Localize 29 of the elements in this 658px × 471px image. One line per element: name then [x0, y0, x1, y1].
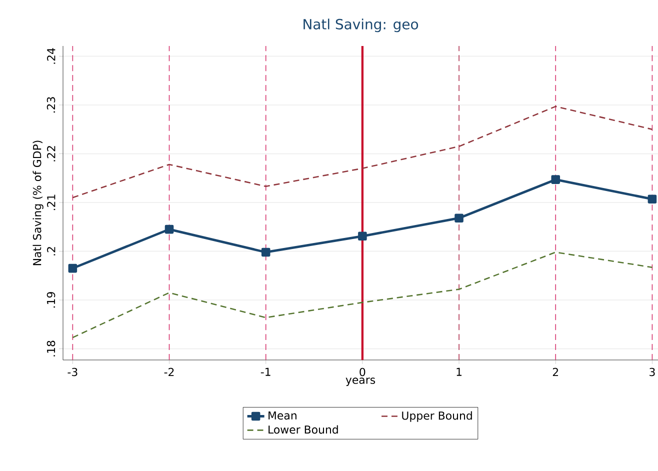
x-tick-label: 0: [360, 368, 366, 376]
y-tick-label: .24: [47, 48, 56, 64]
x-tick-label: 3: [650, 368, 655, 376]
x-tick-label: -2: [164, 368, 174, 376]
x-axis-title: years: [346, 378, 376, 386]
line-series: [72, 252, 653, 338]
legend-label: Lower Bound: [268, 425, 338, 434]
chart-title: Natl Saving: geo: [304, 18, 418, 32]
y-tick-label: .19: [46, 292, 56, 308]
point: [261, 248, 270, 257]
x-tick-label: 1: [456, 368, 462, 376]
y-tick-label: .22: [47, 146, 56, 162]
y-axis-title: Natl Saving (% of GDP): [32, 140, 44, 266]
y-tick-label: .18: [46, 340, 56, 356]
x-tick-label: 2: [552, 368, 558, 376]
point: [648, 194, 657, 204]
point: [551, 175, 560, 184]
legend-label: Upper Bound: [402, 411, 472, 422]
line-series: [72, 106, 653, 198]
y-tick-label: .21: [47, 194, 56, 210]
x-tick-label: -1: [260, 368, 270, 376]
point: [454, 214, 464, 222]
legend-label: Mean: [268, 411, 296, 420]
point: [68, 264, 78, 273]
y-tick-label: .23: [46, 97, 56, 113]
x-tick-label: -3: [68, 368, 78, 376]
y-tick-label: .2: [47, 247, 56, 256]
point: [164, 224, 174, 234]
point: [358, 232, 367, 241]
